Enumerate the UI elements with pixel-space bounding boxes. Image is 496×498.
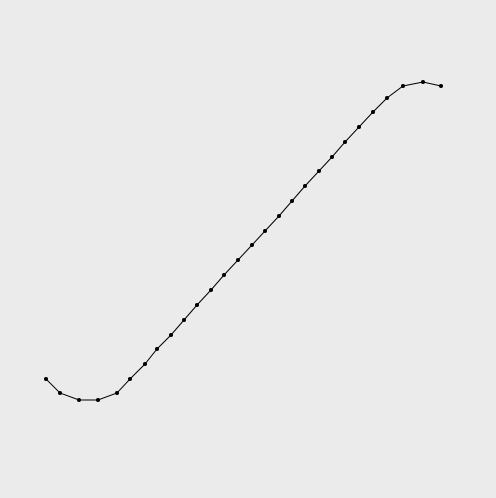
data-point <box>303 184 307 188</box>
data-point <box>357 125 361 129</box>
data-point <box>209 288 213 292</box>
data-point <box>277 214 281 218</box>
data-point <box>128 377 132 381</box>
data-point <box>385 96 389 100</box>
data-point <box>343 140 347 144</box>
data-point <box>421 80 425 84</box>
data-point <box>155 347 159 351</box>
data-point <box>58 391 62 395</box>
data-point <box>330 155 334 159</box>
data-point <box>182 318 186 322</box>
data-point <box>317 169 321 173</box>
data-point <box>439 84 443 88</box>
data-point <box>44 377 48 381</box>
data-point <box>96 398 100 402</box>
data-point <box>263 229 267 233</box>
data-point <box>401 84 405 88</box>
plot-layer <box>44 80 443 402</box>
data-point <box>236 258 240 262</box>
data-point <box>115 391 119 395</box>
data-point <box>250 243 254 247</box>
data-point <box>290 199 294 203</box>
data-point <box>169 333 173 337</box>
data-point <box>195 303 199 307</box>
series-line <box>45 81 442 401</box>
data-point <box>371 110 375 114</box>
data-point <box>143 362 147 366</box>
data-point <box>222 273 226 277</box>
data-point <box>77 398 81 402</box>
